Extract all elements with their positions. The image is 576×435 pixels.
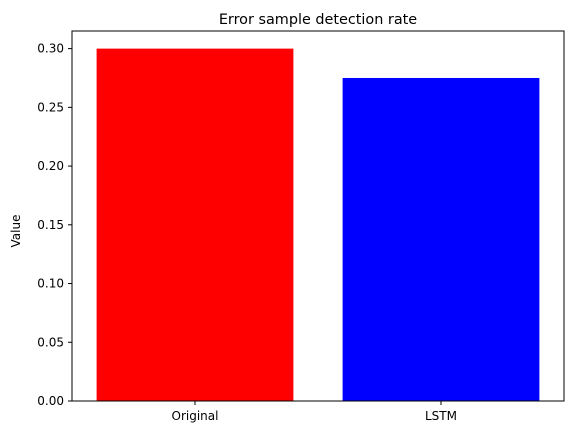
x-tick-label: LSTM — [425, 409, 457, 423]
y-axis-label: Value — [9, 215, 23, 248]
bar-lstm — [342, 77, 540, 401]
plot-frame — [71, 30, 565, 402]
bars-group — [96, 48, 540, 401]
x-ticks-group: Original LSTM — [172, 401, 457, 423]
x-tick-label: Original — [172, 409, 219, 423]
bar-original — [96, 48, 294, 401]
y-tick-label: 0.20 — [37, 159, 64, 173]
y-tick-label: 0.30 — [37, 42, 64, 56]
y-tick-label: 0.05 — [37, 335, 64, 349]
chart-title: Error sample detection rate — [219, 12, 417, 28]
y-tick-label: 0.15 — [37, 218, 64, 232]
y-ticks-group: 0.00 0.05 0.10 0.15 0.20 0.25 0.30 — [37, 42, 72, 408]
y-tick-label: 0.25 — [37, 100, 64, 114]
y-tick-label: 0.00 — [37, 394, 64, 408]
y-tick-label: 0.10 — [37, 277, 64, 291]
